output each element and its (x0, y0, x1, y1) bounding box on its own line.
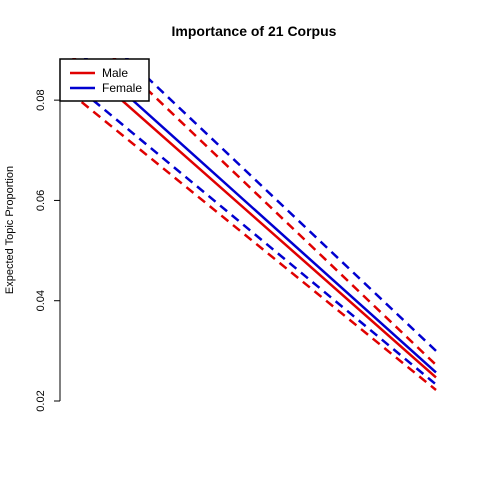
legend-label-male: Male (102, 66, 128, 80)
legend: Male Female (59, 58, 150, 102)
y-tick-label: 0.02 (35, 390, 47, 411)
y-tick-label: 0.04 (35, 290, 47, 311)
legend-box (59, 58, 150, 102)
male-estimate-line (72, 58, 437, 379)
y-tick-label: 0.06 (35, 190, 47, 211)
chart-title: Importance of 21 Corpus (172, 23, 337, 39)
male-ci-lower-line (69, 91, 437, 391)
y-tick-label: 0.08 (35, 89, 47, 110)
legend-label-female: Female (102, 81, 142, 95)
female-ci-lower-line (69, 80, 437, 386)
female-ci-upper-line (124, 58, 437, 352)
y-axis: 0.02 0.04 0.06 0.08 (35, 89, 61, 412)
male-ci-upper-line (112, 58, 437, 366)
y-axis-label: Expected Topic Proportion (4, 166, 16, 294)
